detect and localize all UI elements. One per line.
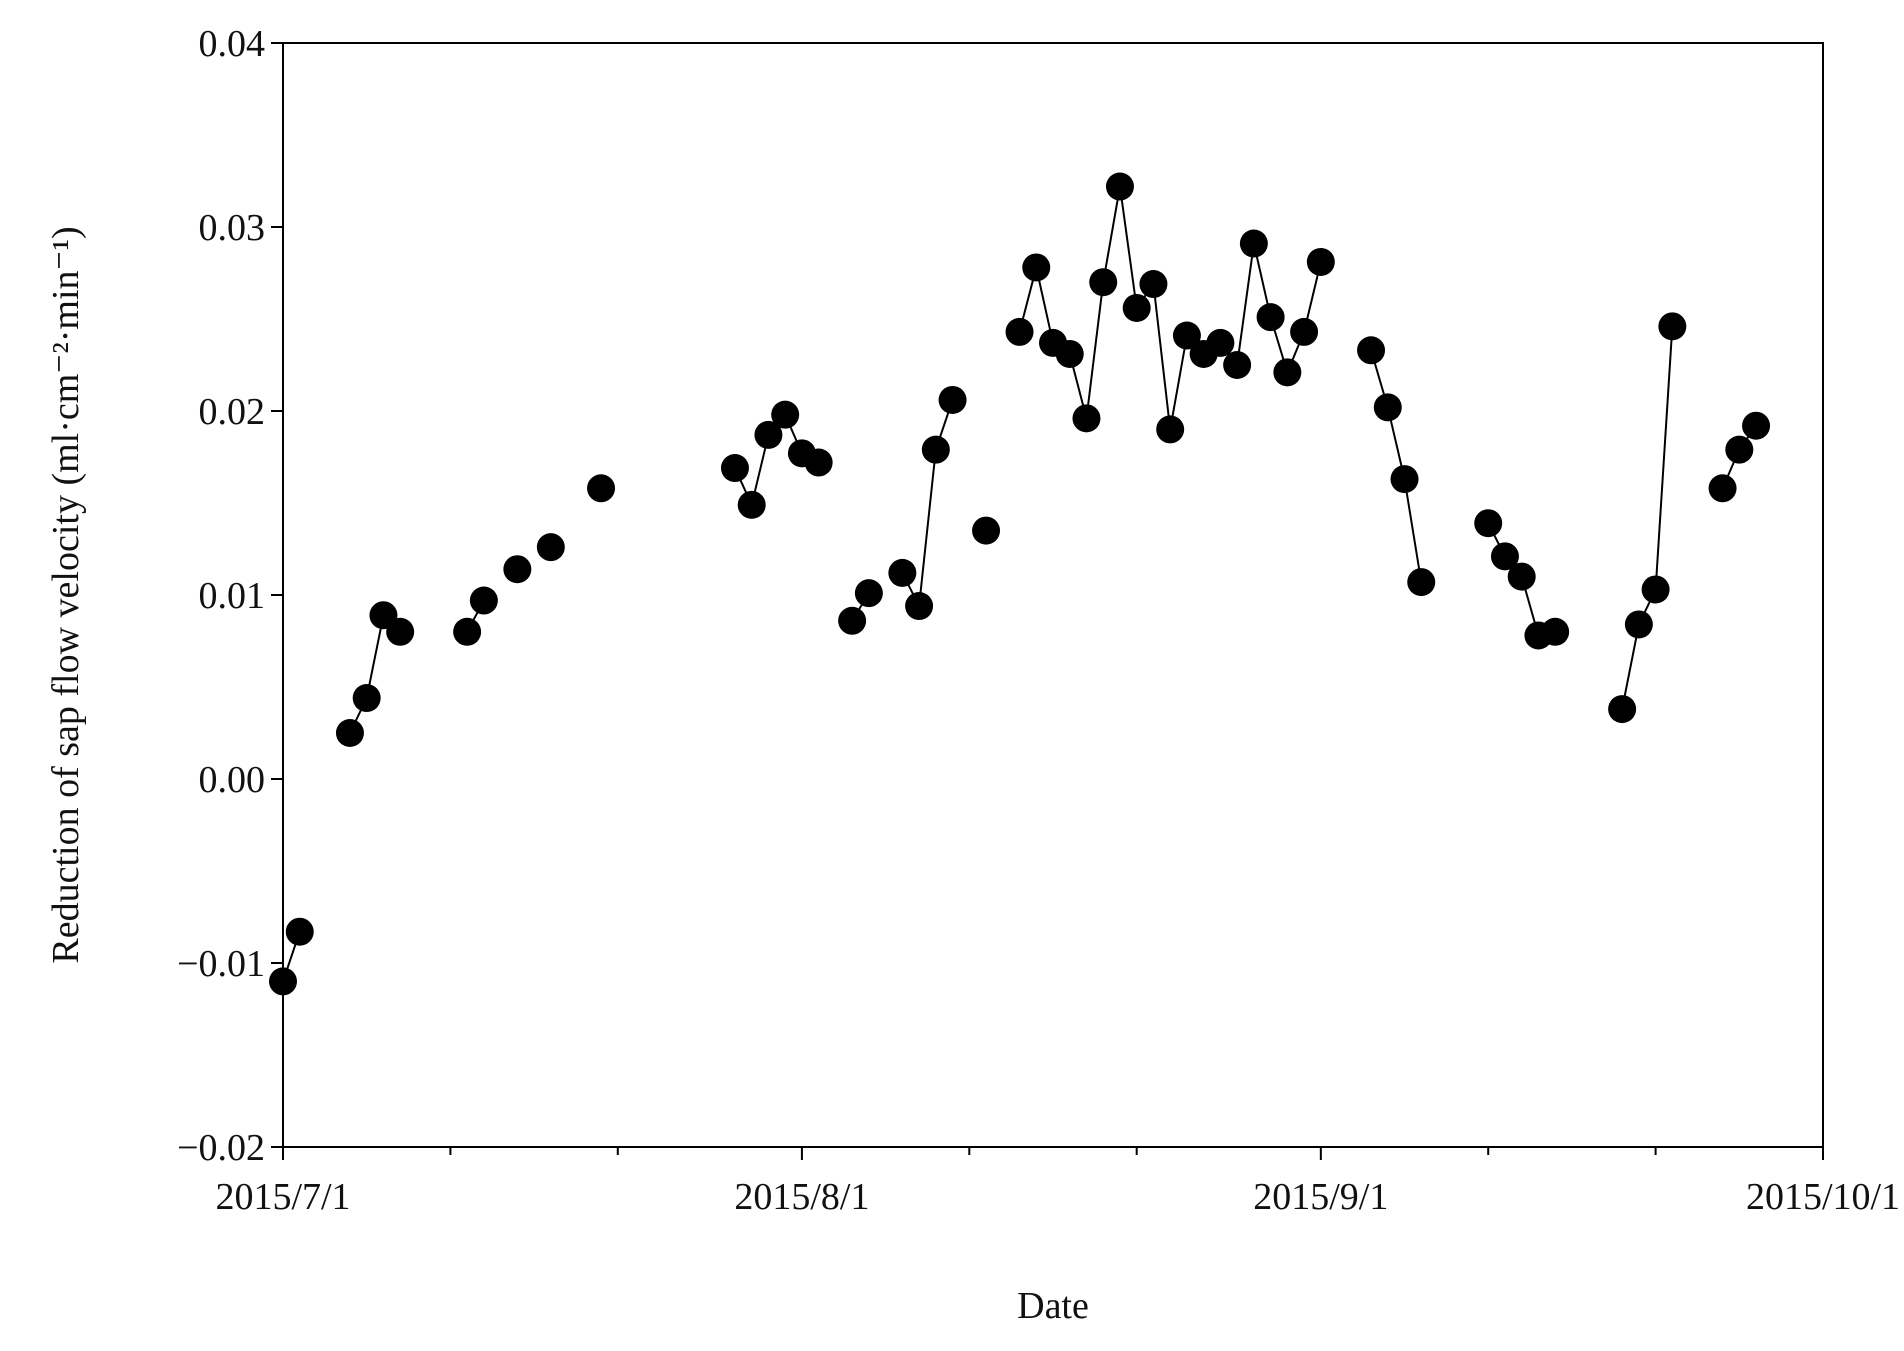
data-point xyxy=(771,400,800,429)
y-tick-label: 0.00 xyxy=(199,759,266,801)
data-point xyxy=(1172,321,1201,350)
data-point xyxy=(938,385,967,414)
data-point xyxy=(503,555,532,584)
data-point xyxy=(1608,695,1637,724)
x-axis-title: Date xyxy=(1017,1285,1089,1327)
data-point xyxy=(754,420,783,449)
data-point xyxy=(1290,317,1319,346)
data-point xyxy=(469,586,498,615)
data-point xyxy=(269,967,297,996)
data-point xyxy=(1055,339,1084,368)
data-point xyxy=(1122,293,1151,322)
data-point xyxy=(921,435,950,464)
data-point xyxy=(972,516,1001,545)
x-tick-label: 2015/10/1 xyxy=(1746,1176,1900,1218)
data-point xyxy=(1658,312,1687,341)
data-point xyxy=(1390,465,1419,494)
y-tick-label: 0.03 xyxy=(199,207,266,249)
data-point xyxy=(1490,542,1519,571)
data-point xyxy=(1005,317,1034,346)
y-tick-label: −0.01 xyxy=(177,943,265,985)
data-point xyxy=(1239,229,1268,258)
y-tick-label: 0.01 xyxy=(199,575,266,617)
data-point xyxy=(1139,270,1168,299)
data-point xyxy=(1624,610,1653,639)
data-point xyxy=(854,579,883,608)
x-tick-label: 2015/9/1 xyxy=(1253,1176,1388,1218)
data-point xyxy=(285,917,314,946)
data-point xyxy=(1206,328,1235,357)
data-point xyxy=(1742,411,1771,440)
data-point xyxy=(888,558,917,587)
data-point xyxy=(1223,351,1252,379)
data-point xyxy=(335,719,364,747)
data-point xyxy=(1641,575,1670,604)
data-point xyxy=(536,533,565,562)
data-point xyxy=(838,606,867,635)
data-point xyxy=(1357,336,1386,365)
data-point xyxy=(737,490,766,519)
data-point xyxy=(1072,404,1101,433)
data-line xyxy=(282,186,1757,982)
data-point xyxy=(1407,568,1436,597)
data-point xyxy=(1256,303,1285,332)
data-point xyxy=(1373,393,1402,422)
data-point xyxy=(1022,253,1051,282)
data-point xyxy=(905,592,934,621)
data-point xyxy=(720,454,749,483)
data-point xyxy=(1105,172,1134,201)
y-tick-label: 0.04 xyxy=(199,23,266,65)
data-point xyxy=(1474,509,1503,538)
data-point xyxy=(1708,474,1737,503)
data-point xyxy=(1507,562,1536,591)
x-tick-label: 2015/7/1 xyxy=(215,1176,350,1218)
data-point xyxy=(386,617,415,646)
data-point xyxy=(1725,435,1754,464)
x-tick-label: 2015/8/1 xyxy=(734,1176,869,1218)
y-axis-title: Reduction of sap flow velocity (ml·cm⁻²·… xyxy=(45,226,87,963)
y-tick-label: 0.02 xyxy=(199,391,266,433)
data-point xyxy=(1541,617,1570,646)
y-tick-label: −0.02 xyxy=(177,1127,265,1169)
data-point xyxy=(804,448,833,477)
data-point xyxy=(1089,268,1118,297)
data-point xyxy=(352,684,381,713)
plot-frame xyxy=(282,42,1824,1148)
data-point xyxy=(1273,358,1302,387)
data-point xyxy=(1156,415,1185,444)
data-point xyxy=(453,617,482,646)
data-point xyxy=(1306,247,1335,276)
data-point xyxy=(587,474,616,503)
